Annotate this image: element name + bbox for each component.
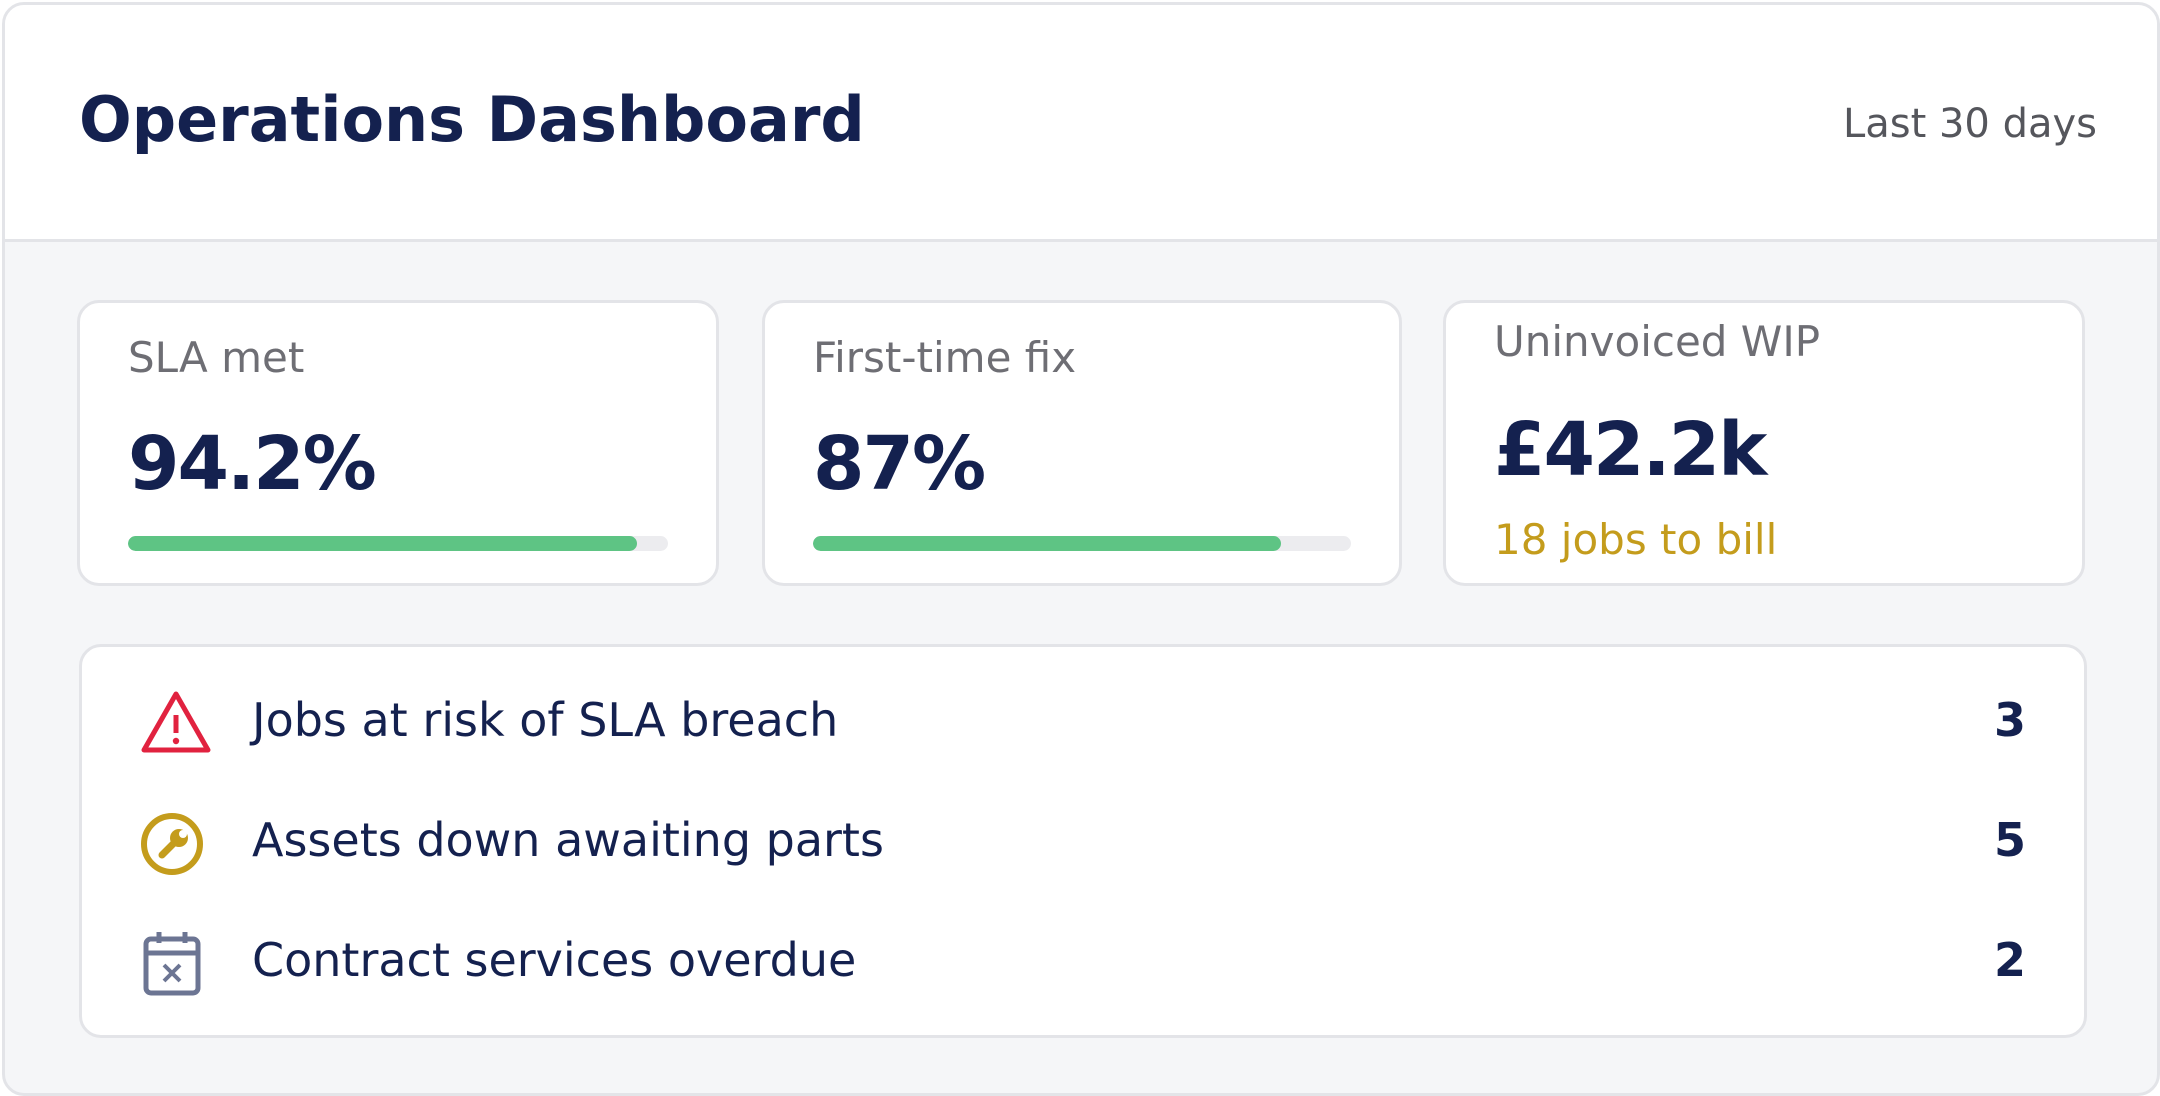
kpi-label: SLA met [128, 333, 305, 382]
kpi-card: First-time fix 87% [762, 300, 1402, 586]
alert-count: 5 [1993, 813, 2026, 867]
alert-label: Jobs at risk of SLA breach [252, 693, 839, 747]
wrench-icon [141, 813, 203, 875]
kpi-label: Uninvoiced WIP [1494, 317, 1821, 366]
alert-row[interactable]: Contract services overdue 2 [82, 907, 2084, 1017]
alert-label: Assets down awaiting parts [252, 813, 884, 867]
progress-fill [128, 536, 637, 551]
warning-icon [141, 691, 211, 753]
kpi-card: Uninvoiced WIP £42.2k 18 jobs to bill [1443, 300, 2085, 586]
progress-track [813, 536, 1351, 551]
kpi-card: SLA met 94.2% [77, 300, 719, 586]
kpi-value: 94.2% [128, 421, 377, 507]
alert-list: Jobs at risk of SLA breach 3 Assets down… [79, 644, 2087, 1038]
kpi-note: 18 jobs to bill [1494, 515, 1778, 564]
progress-fill [813, 536, 1282, 551]
alert-row[interactable]: Jobs at risk of SLA breach 3 [82, 667, 2084, 777]
calendar-icon [143, 932, 201, 996]
kpi-value: 87% [813, 421, 986, 507]
progress-track [128, 536, 668, 551]
kpi-value: £42.2k [1494, 407, 1767, 493]
date-range[interactable]: Last 30 days [1842, 101, 2097, 147]
title: Operations Dashboard [79, 83, 865, 156]
alert-count: 2 [1993, 933, 2026, 987]
alert-count: 3 [1993, 693, 2026, 747]
kpi-label: First-time fix [813, 333, 1077, 382]
header: Operations Dashboard Last 30 days [5, 5, 2157, 242]
alert-label: Contract services overdue [252, 933, 857, 987]
alert-row[interactable]: Assets down awaiting parts 5 [82, 787, 2084, 897]
